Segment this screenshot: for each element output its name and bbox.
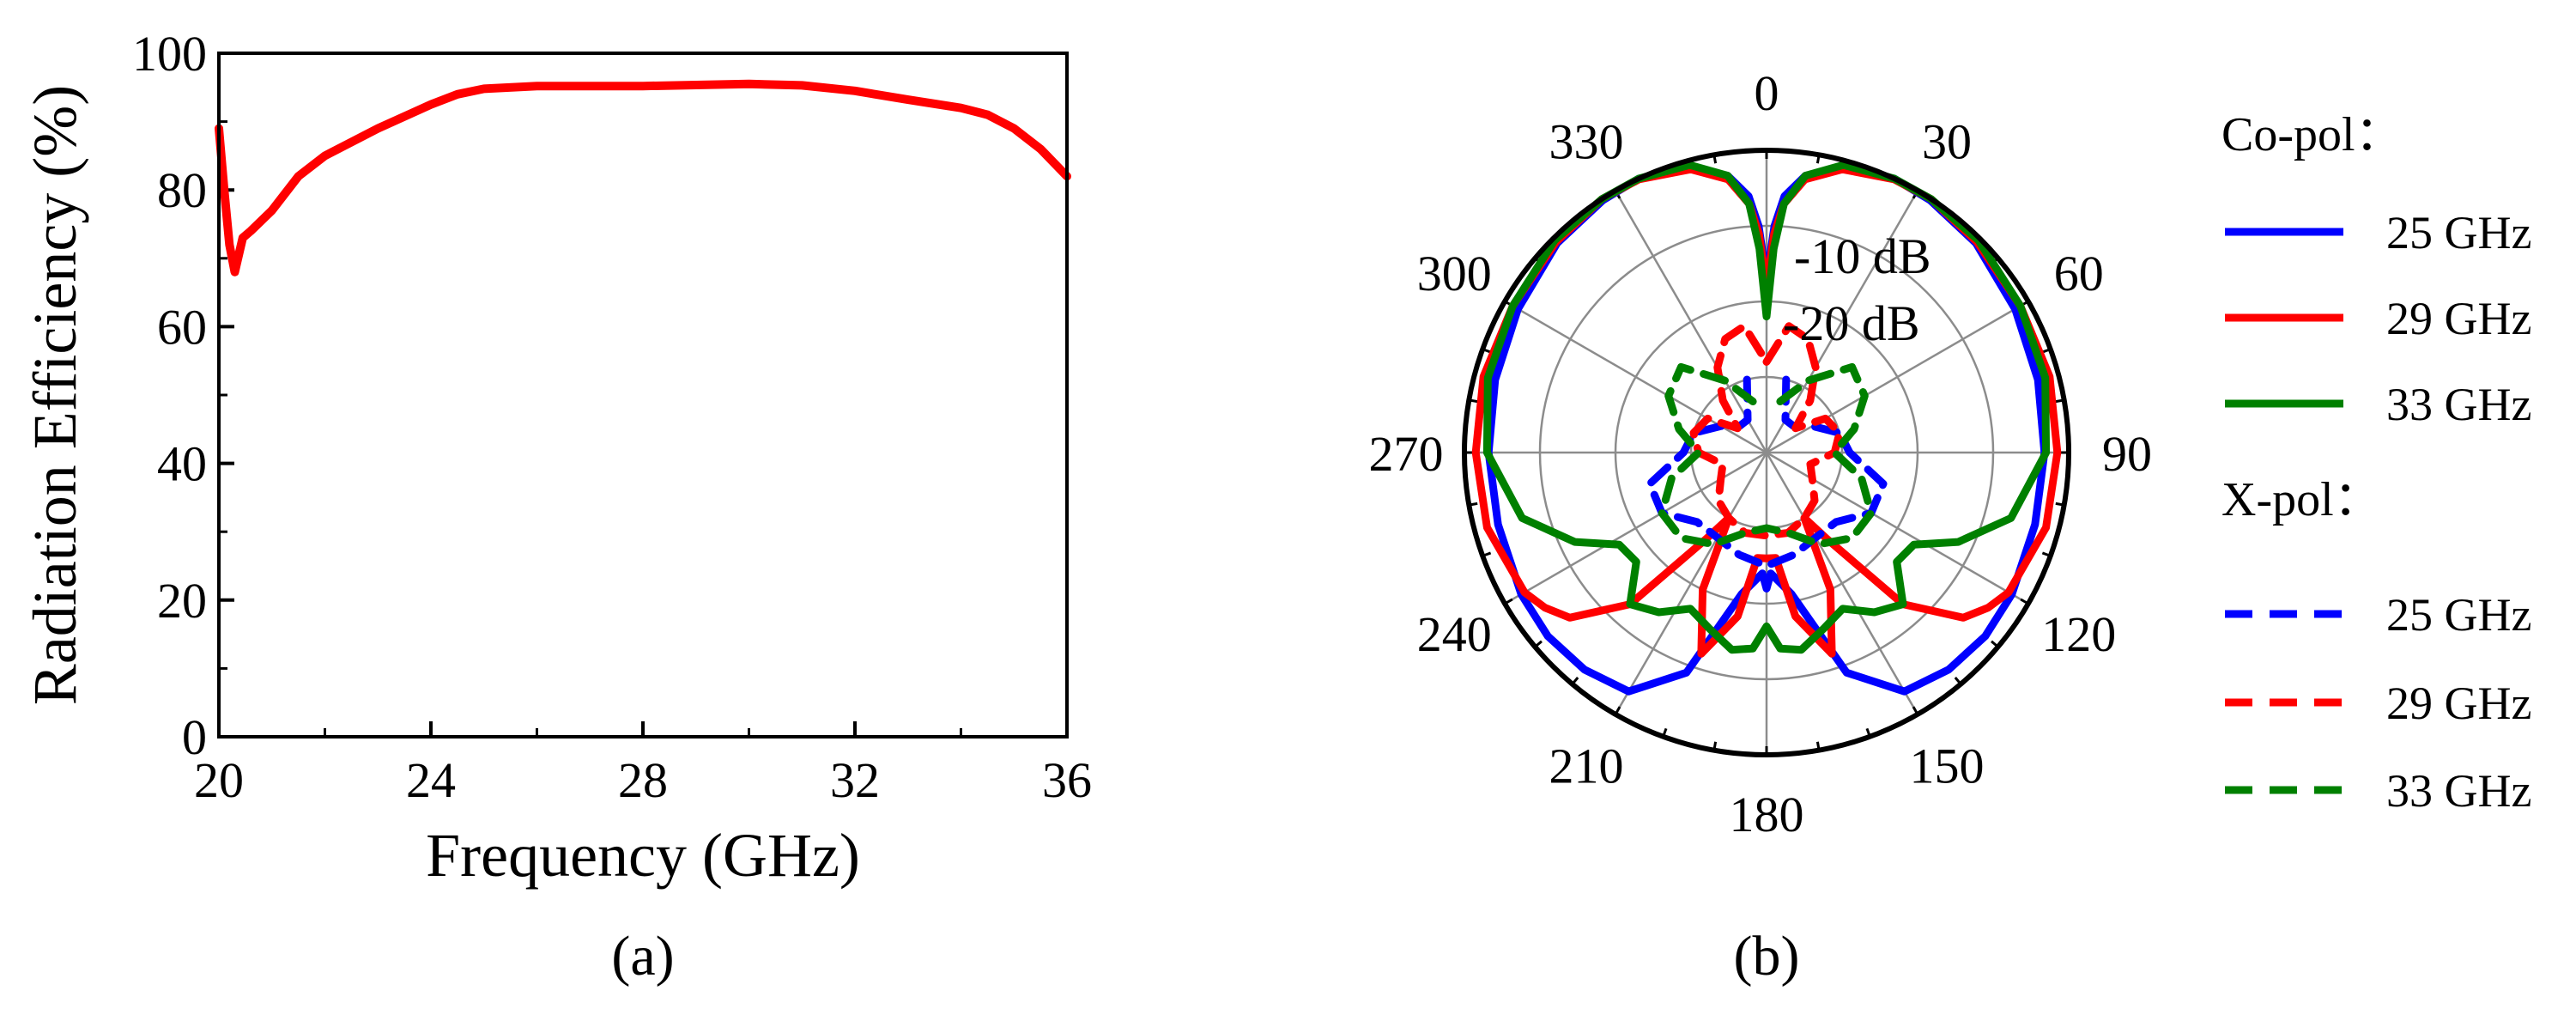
legend-entry-label: 29 GHz: [2386, 678, 2531, 729]
x-pol-25ghz-line: [1646, 375, 1888, 570]
polar-grid-spoke: [1765, 190, 1919, 453]
x-tick-label: 32: [830, 752, 880, 808]
polar-outer-ring: [1462, 148, 2071, 757]
y-tick-label: 20: [157, 573, 207, 629]
y-tick-label: 40: [157, 436, 207, 492]
legend-entry-label: 29 GHz: [2386, 293, 2531, 344]
efficiency-x-axis-label: Frequency (GHz): [426, 821, 860, 890]
polar-radial-labels: -10 dB -20 dB: [1783, 228, 1931, 351]
angle-label: 240: [1417, 606, 1492, 662]
x-tick-label: 24: [406, 752, 456, 808]
angle-label: 90: [2102, 426, 2152, 482]
legend-entry-label: 33 GHz: [2386, 379, 2531, 430]
angle-label: 150: [1910, 739, 1985, 794]
legend-entry-label: 33 GHz: [2386, 765, 2531, 817]
x-tick-label: 28: [618, 752, 668, 808]
angle-label: 300: [1417, 246, 1492, 301]
efficiency-y-axis-label: Radiation Efficiency (%): [21, 85, 89, 705]
efficiency-series: [215, 79, 1071, 277]
y-tick-label: 100: [132, 26, 207, 82]
polar-grid: [1464, 150, 2069, 755]
angle-label: 330: [1549, 113, 1624, 169]
x-tick-label: 36: [1042, 752, 1092, 808]
polar-grid-spoke: [1614, 452, 1768, 715]
angle-label: 120: [2041, 606, 2116, 662]
angle-label: 60: [2054, 246, 2104, 301]
legend-entry-label: 25 GHz: [2386, 589, 2531, 641]
angle-label: 30: [1922, 113, 1972, 169]
angle-label: 210: [1549, 739, 1624, 794]
polar-angle-labels: 0 30 60 90 120 150 180 210 240 270 300 330: [1369, 65, 2153, 842]
y-tick-label: 0: [182, 709, 207, 765]
y-tick-label: 60: [157, 299, 207, 355]
polar-grid-spoke: [1766, 300, 2029, 454]
radiation-pattern-chart: 0 30 60 90 120 150 180 210 240 270 300 330 -10 dB -2…: [1369, 65, 2532, 988]
legend-group-title: Co-pol：: [2221, 108, 2403, 161]
angle-label: 270: [1369, 426, 1444, 482]
polar-grid-spoke: [1765, 452, 1919, 715]
polar-grid-spoke: [1614, 190, 1768, 453]
radial-label: -20 dB: [1783, 295, 1920, 351]
panel-label-a: (a): [611, 925, 674, 988]
efficiency-plot-frame: [217, 52, 1069, 739]
efficiency-line: [215, 79, 1071, 277]
x-pol-29ghz-line: [1689, 322, 1844, 540]
x-tick-label: 20: [194, 752, 244, 808]
angle-label: 0: [1755, 65, 1779, 121]
angle-label: 180: [1730, 787, 1804, 842]
x-pol-33ghz-line: [1658, 362, 1876, 549]
legend-group-title: X-pol：: [2221, 473, 2382, 526]
polar-grid-spoke: [1504, 300, 1767, 454]
panel-label-b: (b): [1734, 925, 1800, 988]
radial-label: -10 dB: [1794, 228, 1931, 284]
legend-entry-label: 25 GHz: [2386, 207, 2531, 258]
efficiency-axis-ticks: [217, 52, 1069, 739]
y-tick-label: 80: [157, 162, 207, 218]
